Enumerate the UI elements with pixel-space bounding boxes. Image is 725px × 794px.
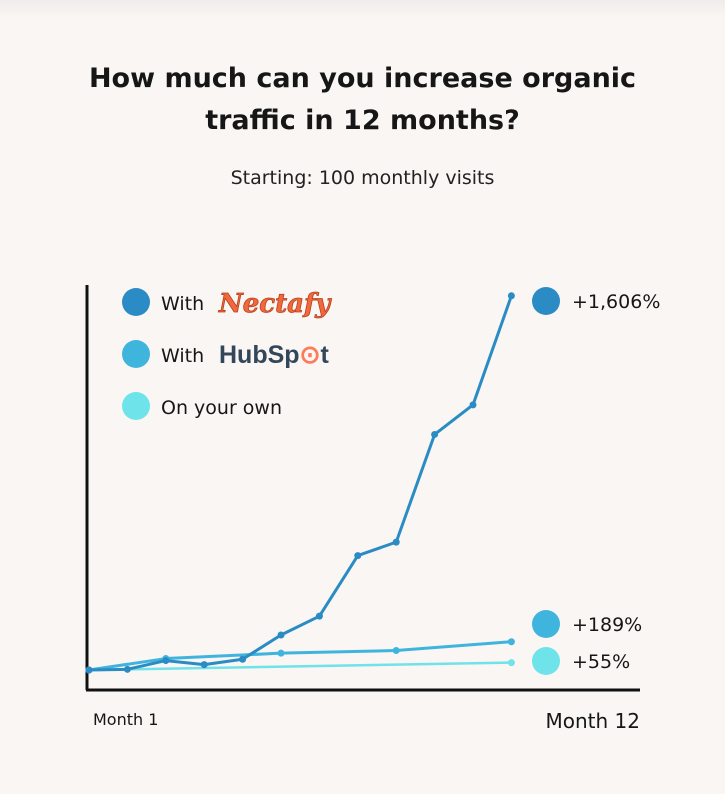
title-line-1: How much can you increase organic [88, 63, 637, 94]
data-point-nectafy-4 [200, 661, 208, 669]
x-tick-label-start: Month 1 [93, 710, 158, 729]
chart-title: How much can you increase organic traffi… [0, 58, 725, 142]
end-marker-hubspot [532, 610, 560, 638]
legend-item-nectafy: With Nectafy [122, 288, 333, 319]
legend-label-own: On your own [161, 397, 282, 419]
top-shadow [0, 0, 725, 18]
title-line-2: traffic in 12 months? [205, 105, 520, 136]
legend-label-nectafy: With [161, 293, 204, 315]
data-point-nectafy-1 [85, 666, 93, 674]
legend-swatch-hubspot [122, 340, 150, 368]
end-marker-own [532, 647, 560, 675]
data-point-hubspot-3 [277, 649, 285, 657]
hubspot-logo-end: t [321, 341, 330, 369]
data-point-nectafy-7 [315, 612, 323, 620]
legend: With Nectafy With HubSp⊙t On your own [122, 288, 333, 420]
series-line-own [88, 661, 512, 672]
hubspot-logo-sprocket: ⊙ [300, 341, 321, 369]
end-marker-nectafy [532, 287, 560, 315]
series-line-nectafy [88, 295, 513, 672]
data-point-nectafy-10 [431, 430, 439, 438]
end-label-hubspot: +189% [572, 614, 642, 636]
data-point-nectafy-11 [469, 401, 477, 409]
data-point-nectafy-6 [277, 631, 285, 639]
legend-swatch-own [122, 392, 150, 420]
nectafy-logo: Nectafy [218, 289, 332, 319]
data-point-nectafy-3 [162, 657, 170, 665]
legend-swatch-nectafy [122, 288, 150, 316]
data-point-nectafy-8 [354, 552, 362, 560]
end-label-nectafy: +1,606% [572, 291, 660, 313]
series-layer [85, 292, 515, 674]
hubspot-logo: HubSp⊙t [219, 341, 330, 369]
x-tick-label-end: Month 12 [546, 709, 641, 733]
legend-item-own: On your own [122, 392, 282, 420]
chart-subtitle: Starting: 100 monthly visits [230, 167, 495, 189]
legend-label-hubspot: With [161, 345, 204, 367]
data-point-nectafy-2 [123, 665, 131, 673]
hubspot-logo-text: HubSp [219, 341, 300, 369]
end-labels: +55% +189% +1,606% [532, 287, 660, 675]
data-point-nectafy-12 [507, 292, 515, 300]
data-point-own-2 [507, 659, 515, 667]
end-label-own: +55% [572, 651, 630, 673]
data-point-hubspot-4 [392, 646, 400, 654]
data-point-hubspot-5 [507, 638, 515, 646]
data-point-nectafy-9 [392, 538, 400, 546]
data-point-nectafy-5 [239, 655, 247, 663]
legend-item-hubspot: With HubSp⊙t [122, 340, 330, 369]
